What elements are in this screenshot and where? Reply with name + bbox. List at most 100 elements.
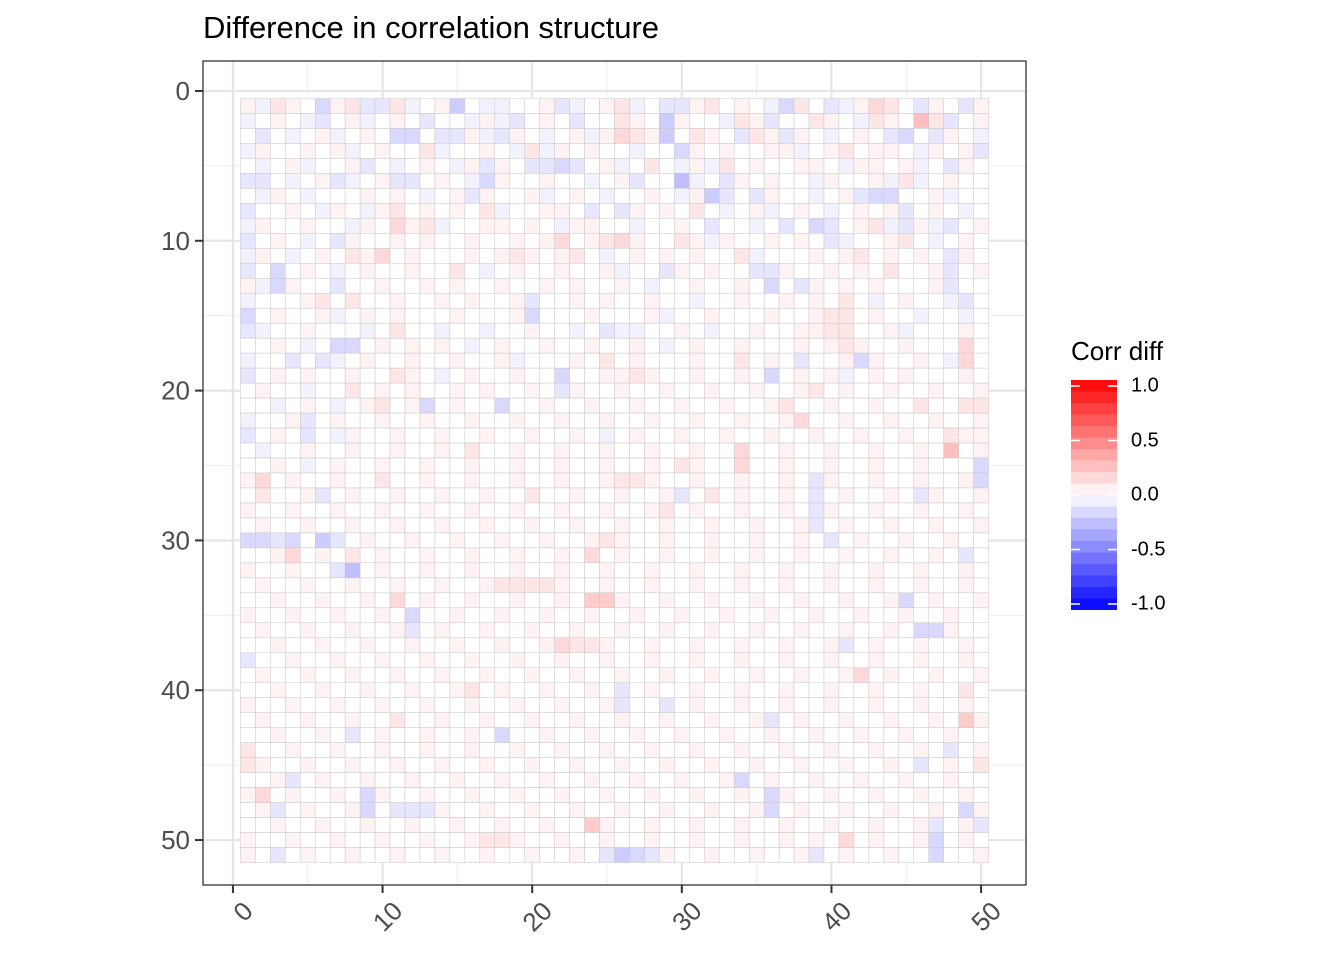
heatmap-cell bbox=[554, 712, 570, 728]
heatmap-cell bbox=[733, 742, 750, 758]
heatmap-cell bbox=[868, 667, 885, 683]
heatmap-cell bbox=[434, 143, 451, 159]
heatmap-cell bbox=[255, 307, 271, 324]
heatmap-cell bbox=[808, 203, 825, 219]
heatmap-cell bbox=[808, 772, 825, 788]
heatmap-cell bbox=[554, 502, 570, 519]
heatmap-cell bbox=[689, 802, 705, 818]
heatmap-cell bbox=[644, 832, 660, 848]
heatmap-cell bbox=[704, 382, 720, 399]
heatmap-cell bbox=[255, 457, 271, 474]
heatmap-cell bbox=[270, 382, 286, 399]
heatmap-cell bbox=[883, 757, 900, 773]
heatmap-cell bbox=[689, 143, 705, 159]
heatmap-cell bbox=[718, 292, 735, 309]
heatmap-cell bbox=[434, 547, 451, 564]
heatmap-cell bbox=[614, 427, 630, 444]
heatmap-cell bbox=[479, 128, 496, 144]
heatmap-cell bbox=[793, 322, 810, 339]
heatmap-cell bbox=[614, 502, 630, 519]
heatmap-cell bbox=[659, 532, 675, 549]
heatmap-cell bbox=[674, 218, 690, 234]
heatmap-cell bbox=[314, 532, 331, 549]
heatmap-cell bbox=[704, 517, 720, 534]
heatmap-cell bbox=[554, 832, 570, 848]
heatmap-cell bbox=[958, 188, 974, 204]
heatmap-cell bbox=[629, 637, 645, 654]
heatmap-cell bbox=[868, 652, 885, 669]
heatmap-cell bbox=[629, 772, 645, 788]
heatmap-cell bbox=[270, 502, 286, 519]
heatmap-cell bbox=[255, 787, 271, 803]
heatmap-cell bbox=[509, 637, 525, 654]
heatmap-cell bbox=[584, 337, 600, 354]
heatmap-cell bbox=[733, 517, 750, 534]
heatmap-cell bbox=[838, 98, 855, 114]
heatmap-cell bbox=[449, 502, 466, 519]
heatmap-cell bbox=[778, 832, 795, 848]
heatmap-cell bbox=[898, 292, 915, 309]
heatmap-cell bbox=[808, 802, 825, 818]
heatmap-cell bbox=[838, 712, 855, 728]
heatmap-cell bbox=[285, 697, 301, 713]
heatmap-cell bbox=[659, 367, 675, 384]
heatmap-cell bbox=[599, 547, 615, 564]
heatmap-cell bbox=[434, 847, 451, 863]
heatmap-cell bbox=[853, 667, 870, 683]
heatmap-cell bbox=[464, 697, 481, 713]
heatmap-cell bbox=[748, 772, 765, 788]
heatmap-cell bbox=[883, 292, 900, 309]
heatmap-cell bbox=[584, 457, 600, 474]
heatmap-cell bbox=[255, 143, 271, 159]
heatmap-cell bbox=[808, 787, 825, 803]
heatmap-cell bbox=[599, 292, 615, 309]
heatmap-cell bbox=[314, 607, 331, 624]
heatmap-cell bbox=[389, 487, 406, 504]
heatmap-cell bbox=[419, 712, 436, 728]
heatmap-cell bbox=[524, 98, 540, 114]
heatmap-cell bbox=[808, 517, 825, 534]
heatmap-cell bbox=[359, 652, 376, 669]
heatmap-cell bbox=[584, 667, 600, 683]
heatmap-cell bbox=[718, 637, 735, 654]
heatmap-cell bbox=[404, 727, 421, 743]
heatmap-cell bbox=[240, 472, 256, 489]
heatmap-cell bbox=[285, 487, 301, 504]
heatmap-cell bbox=[748, 158, 765, 174]
heatmap-cell bbox=[883, 158, 900, 174]
heatmap-cell bbox=[838, 382, 855, 399]
heatmap-cell bbox=[689, 277, 705, 294]
heatmap-cell bbox=[270, 667, 286, 683]
legend-tick-label: -1.0 bbox=[1131, 592, 1166, 615]
heatmap-cell bbox=[584, 802, 600, 818]
heatmap-cell bbox=[240, 787, 256, 803]
heatmap-cell bbox=[599, 442, 615, 459]
heatmap-cell bbox=[883, 128, 900, 144]
heatmap-cell bbox=[973, 352, 989, 369]
heatmap-cell bbox=[763, 442, 780, 459]
heatmap-cell bbox=[449, 697, 466, 713]
heatmap-cell bbox=[329, 847, 346, 863]
heatmap-cell bbox=[314, 427, 331, 444]
heatmap-cell bbox=[479, 637, 496, 654]
heatmap-cell bbox=[329, 652, 346, 669]
heatmap-cell bbox=[958, 652, 974, 669]
heatmap-cell bbox=[285, 772, 301, 788]
heatmap-cell bbox=[973, 173, 989, 189]
heatmap-cell bbox=[300, 322, 316, 339]
heatmap-cell bbox=[240, 367, 256, 384]
heatmap-cell bbox=[240, 502, 256, 519]
heatmap-cell bbox=[659, 442, 675, 459]
heatmap-cell bbox=[943, 592, 959, 609]
heatmap-cell bbox=[524, 772, 540, 788]
heatmap-cell bbox=[329, 277, 346, 294]
heatmap-cell bbox=[614, 337, 630, 354]
heatmap-cell bbox=[943, 532, 959, 549]
x-tick-label: 40 bbox=[816, 896, 858, 938]
heatmap-cell bbox=[419, 547, 436, 564]
heatmap-cell bbox=[554, 263, 570, 279]
heatmap-cell bbox=[599, 367, 615, 384]
heatmap-cell bbox=[509, 292, 525, 309]
heatmap-cell bbox=[569, 188, 585, 204]
heatmap-cell bbox=[434, 577, 451, 594]
